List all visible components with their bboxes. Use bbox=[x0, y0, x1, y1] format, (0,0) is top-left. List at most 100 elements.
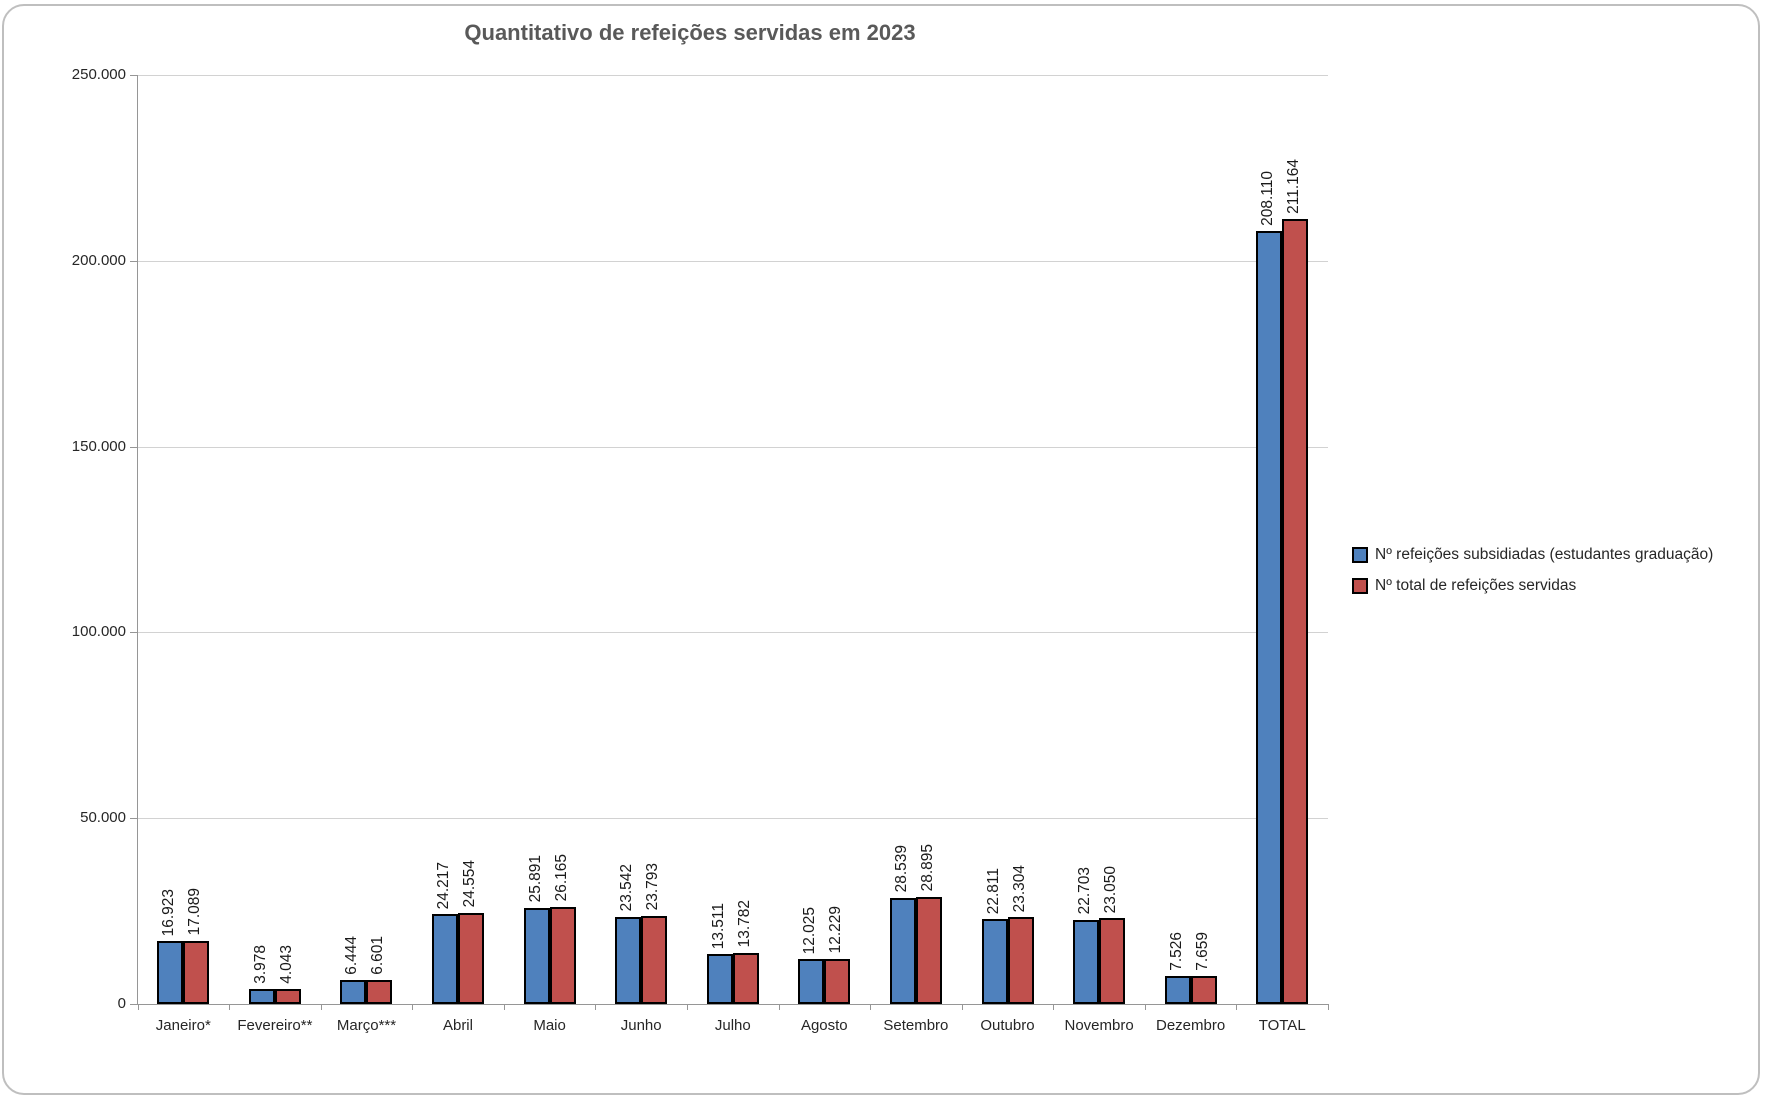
y-axis-label: 100.000 bbox=[71, 623, 126, 641]
x-axis-tick bbox=[1328, 1004, 1329, 1010]
bar-series2-Novembro bbox=[1099, 918, 1126, 1004]
bar-series2-Fevereiro** bbox=[274, 989, 301, 1004]
gridline bbox=[137, 818, 1328, 820]
x-axis-tick bbox=[229, 1004, 231, 1010]
gridline bbox=[137, 446, 1328, 448]
bar-series1-TOTAL bbox=[1256, 230, 1283, 1004]
x-axis-line bbox=[136, 1004, 1328, 1005]
gridline bbox=[137, 632, 1328, 634]
legend-label: Nº total de refeições servidas bbox=[1375, 577, 1577, 594]
bar-series1-Janeiro* bbox=[157, 941, 184, 1004]
data-label: 23.793 bbox=[644, 863, 662, 911]
x-axis-tick bbox=[320, 1004, 322, 1010]
data-label: 22.811 bbox=[984, 867, 1002, 915]
x-axis-tick bbox=[595, 1004, 597, 1010]
data-label: 13.511 bbox=[709, 902, 727, 949]
y-axis-tick bbox=[129, 446, 137, 448]
y-axis-label: 50.000 bbox=[80, 809, 126, 827]
x-axis-tick bbox=[1053, 1004, 1055, 1010]
chart-title: Quantitativo de refeições servidas em 20… bbox=[464, 20, 916, 45]
data-label: 24.217 bbox=[435, 861, 452, 909]
y-axis-tick bbox=[129, 75, 137, 76]
bar-series2-Outubro bbox=[1007, 917, 1034, 1004]
data-label: 28.539 bbox=[892, 845, 910, 893]
data-label: 16.923 bbox=[160, 888, 178, 937]
x-axis-tick bbox=[412, 1004, 414, 1010]
data-label: 17.089 bbox=[186, 888, 204, 936]
x-axis-label: Março*** bbox=[336, 1017, 397, 1034]
data-label: 7.526 bbox=[1167, 932, 1185, 971]
x-axis-tick bbox=[1236, 1004, 1238, 1010]
x-axis-label: Julho bbox=[714, 1017, 751, 1034]
x-axis-label: Agosto bbox=[800, 1017, 848, 1034]
x-axis-tick bbox=[503, 1004, 505, 1010]
bar-series2-Maio bbox=[549, 906, 576, 1004]
x-axis-label: Maio bbox=[533, 1017, 566, 1034]
gridline bbox=[137, 75, 1328, 76]
bar-series2-Abril bbox=[458, 912, 484, 1004]
x-axis-tick bbox=[778, 1004, 780, 1010]
bar-series1-Julho bbox=[706, 953, 733, 1004]
bar-series2-Junho bbox=[641, 915, 668, 1004]
data-label: 24.554 bbox=[461, 860, 478, 908]
bar-series2-Agosto bbox=[824, 958, 851, 1004]
bar-series2-Julho bbox=[732, 952, 759, 1004]
y-axis-label: 0 bbox=[117, 995, 126, 1012]
bar-series1-Abril bbox=[432, 914, 458, 1004]
data-label: 4.043 bbox=[277, 945, 295, 984]
bar-series1-Novembro bbox=[1073, 919, 1100, 1004]
data-label: 6.601 bbox=[369, 935, 387, 975]
data-label: 12.025 bbox=[801, 906, 819, 955]
x-axis-tick bbox=[687, 1004, 688, 1010]
bar-series2-Março*** bbox=[366, 979, 393, 1004]
y-axis-tick bbox=[129, 260, 137, 262]
gridline bbox=[137, 260, 1328, 262]
data-label: 208.110 bbox=[1259, 170, 1277, 226]
bar-series2-TOTAL bbox=[1282, 219, 1309, 1004]
bar-series1-Setembro bbox=[889, 897, 916, 1004]
x-axis-label: Janeiro* bbox=[155, 1017, 211, 1034]
data-label: 25.891 bbox=[526, 855, 544, 903]
x-axis-label: Setembro bbox=[883, 1017, 949, 1034]
bar-series1-Fevereiro** bbox=[248, 989, 275, 1004]
y-axis-tick bbox=[129, 632, 137, 634]
x-axis-label: Junho bbox=[620, 1017, 662, 1034]
x-axis-tick bbox=[961, 1004, 963, 1010]
y-axis-label: 200.000 bbox=[71, 251, 126, 269]
data-label: 22.703 bbox=[1076, 867, 1094, 915]
data-label: 28.895 bbox=[918, 844, 936, 892]
legend-entry-total: Nº total de refeições servidas bbox=[1352, 577, 1713, 595]
bar-series1-Agosto bbox=[798, 959, 825, 1004]
bar-series2-Janeiro* bbox=[183, 940, 210, 1004]
bar-series1-Maio bbox=[523, 907, 550, 1004]
x-axis-tick bbox=[137, 1004, 139, 1010]
data-label: 3.978 bbox=[251, 945, 269, 985]
x-axis-tick bbox=[1144, 1004, 1146, 1010]
y-axis-label: 150.000 bbox=[71, 437, 126, 455]
x-axis-label: Dezembro bbox=[1155, 1017, 1226, 1034]
data-label: 23.304 bbox=[1010, 864, 1028, 913]
y-axis-tick bbox=[129, 1004, 137, 1005]
x-axis-tick bbox=[870, 1004, 872, 1010]
chart-frame bbox=[2, 4, 1760, 1095]
data-label: 6.444 bbox=[343, 936, 361, 976]
x-axis-label: TOTAL bbox=[1258, 1017, 1306, 1034]
data-label: 13.782 bbox=[735, 900, 753, 948]
y-axis-tick bbox=[129, 818, 137, 820]
legend-entry-subsidiadas: Nº refeições subsidiadas (estudantes gra… bbox=[1352, 546, 1713, 564]
x-axis-label: Fevereiro** bbox=[237, 1017, 313, 1034]
y-axis-label: 250.000 bbox=[71, 66, 126, 83]
legend: Nº refeições subsidiadas (estudantes gra… bbox=[1352, 546, 1713, 608]
x-axis-label: Outubro bbox=[980, 1017, 1035, 1034]
data-label: 211.164 bbox=[1285, 159, 1303, 215]
data-label: 23.542 bbox=[618, 864, 636, 912]
x-axis-label: Abril bbox=[442, 1017, 473, 1034]
legend-label: Nº refeições subsidiadas (estudantes gra… bbox=[1375, 546, 1714, 563]
data-label: 7.659 bbox=[1193, 931, 1211, 971]
bar-series1-Outubro bbox=[981, 919, 1008, 1004]
legend-swatch-red-icon bbox=[1352, 578, 1368, 594]
data-label: 26.165 bbox=[552, 854, 570, 902]
bar-series1-Março*** bbox=[340, 980, 367, 1004]
bar-series1-Junho bbox=[615, 916, 642, 1004]
